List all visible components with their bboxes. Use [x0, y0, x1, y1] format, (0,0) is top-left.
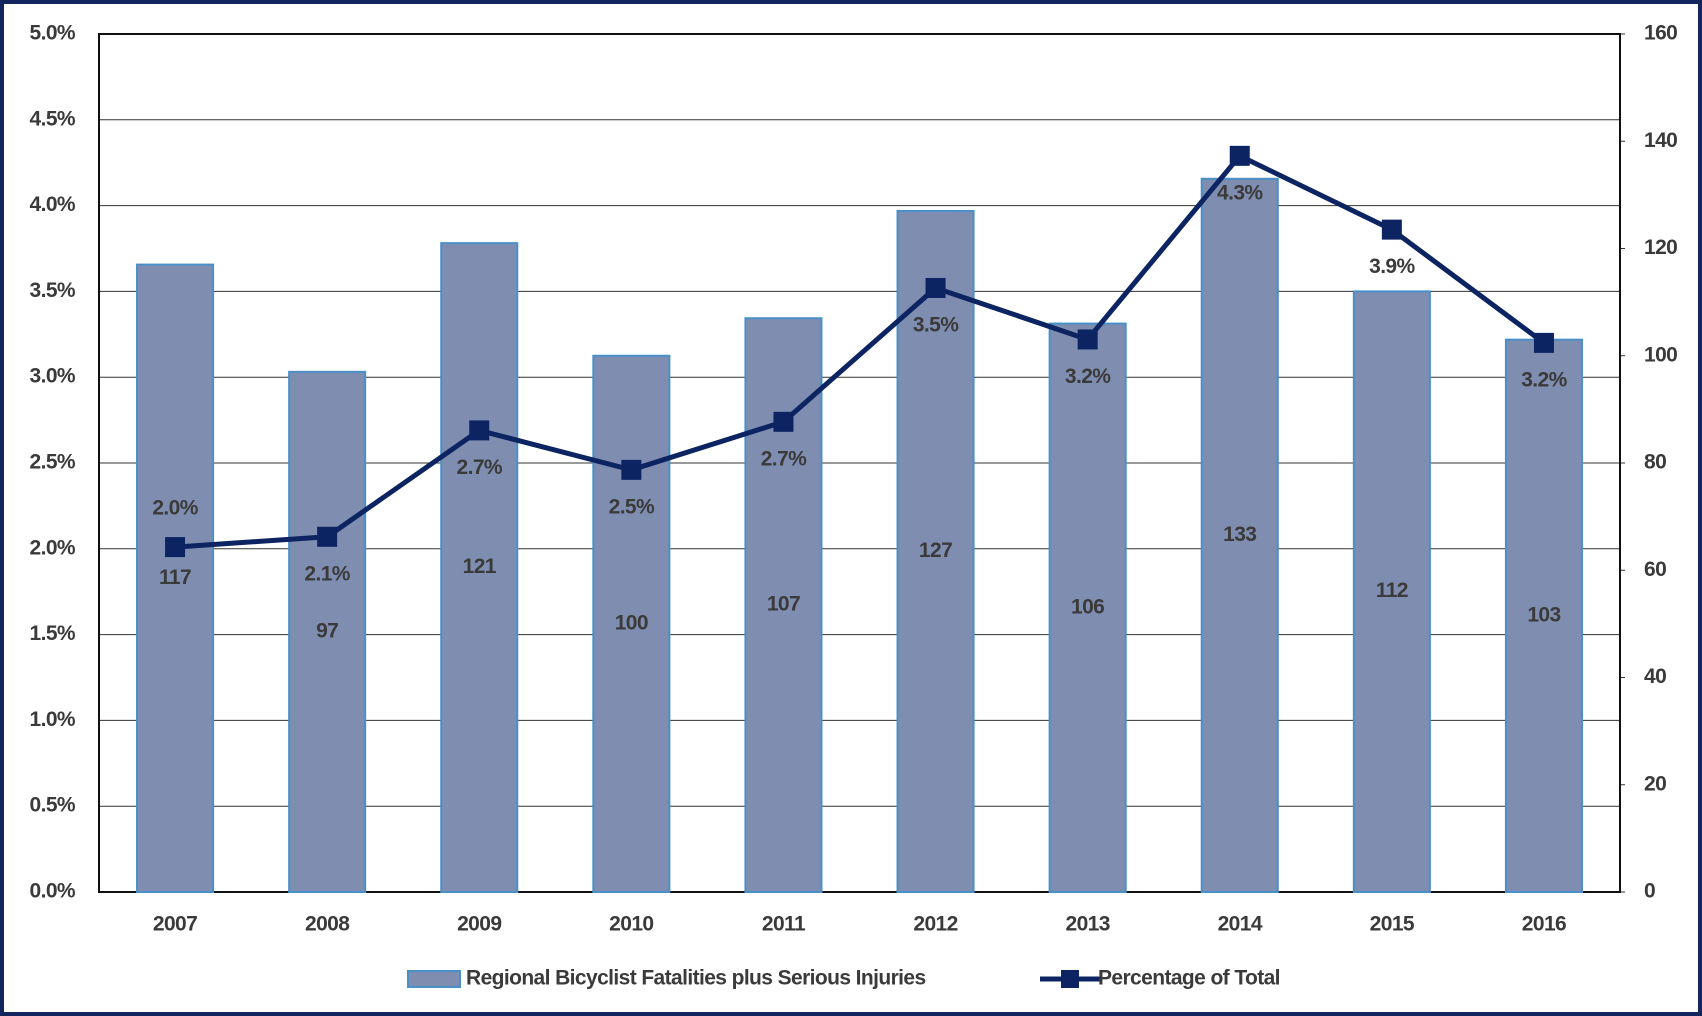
- y2-tick-label: 20: [1644, 772, 1666, 795]
- line-value-label: 3.9%: [1369, 255, 1415, 278]
- x-tick-label: 2011: [762, 913, 806, 936]
- legend-label: Percentage of Total: [1098, 967, 1280, 990]
- line-marker: [1077, 329, 1098, 350]
- y2-tick-label: 80: [1644, 451, 1666, 474]
- y2-tick-label: 160: [1644, 22, 1677, 45]
- bar-value-label: 107: [767, 593, 800, 616]
- y2-tick-label: 40: [1644, 665, 1666, 688]
- legend-marker: [1061, 970, 1079, 988]
- bar: [440, 242, 519, 893]
- bar: [896, 209, 975, 893]
- line-marker: [469, 420, 490, 441]
- bar-value-label: 112: [1376, 579, 1408, 602]
- line-marker: [773, 411, 794, 432]
- line-value-label: 3.5%: [913, 314, 959, 337]
- x-tick-label: 2007: [153, 913, 197, 936]
- y-tick-label: 2.5%: [30, 451, 76, 474]
- y2-tick-label: 120: [1644, 236, 1677, 259]
- bar: [136, 263, 215, 893]
- bar: [592, 354, 671, 893]
- line-value-label: 2.0%: [152, 497, 198, 520]
- y-tick-label: 5.0%: [30, 22, 76, 45]
- line-value-label: 2.1%: [304, 562, 350, 585]
- line-marker: [317, 526, 338, 547]
- line-marker: [165, 537, 186, 558]
- line: [174, 153, 1546, 550]
- y2-tick-label: 60: [1644, 558, 1666, 581]
- bar-value-label: 100: [615, 611, 648, 634]
- line-marker: [1533, 332, 1554, 353]
- bar: [1048, 322, 1127, 893]
- y2-tick-label: 100: [1644, 343, 1677, 366]
- y-tick-label: 3.0%: [30, 365, 76, 388]
- line-marker: [925, 277, 946, 298]
- line-value-label: 2.7%: [761, 447, 807, 470]
- line-marker: [621, 459, 642, 480]
- x-tick-label: 2009: [457, 913, 501, 936]
- y-tick-label: 1.0%: [30, 708, 76, 731]
- line-value-label: 4.3%: [1217, 181, 1263, 204]
- y2-tick-label: 140: [1644, 129, 1677, 152]
- y-tick-label: 0.5%: [30, 794, 76, 817]
- bar-value-label: 133: [1223, 523, 1256, 546]
- bar-value-label: 117: [159, 566, 191, 589]
- x-tick-label: 2008: [305, 913, 350, 936]
- bar-value-label: 106: [1071, 595, 1104, 618]
- y-tick-label: 4.0%: [30, 193, 76, 216]
- x-tick-label: 2010: [609, 913, 653, 936]
- x-tick-label: 2015: [1370, 913, 1415, 936]
- y-tick-label: 4.5%: [30, 107, 76, 130]
- line-value-label: 3.2%: [1521, 368, 1567, 391]
- bar: [1352, 290, 1431, 893]
- y-tick-label: 0.0%: [30, 880, 76, 903]
- bar-value-label: 103: [1527, 603, 1560, 626]
- y-tick-label: 3.5%: [30, 279, 76, 302]
- line-marker: [1229, 145, 1250, 166]
- line-value-label: 3.2%: [1065, 365, 1111, 388]
- legend-swatch: [407, 970, 461, 988]
- plot-area: [98, 33, 1621, 893]
- x-tick-label: 2014: [1218, 913, 1263, 936]
- bar-value-label: 97: [316, 619, 338, 642]
- x-tick-label: 2013: [1065, 913, 1109, 936]
- bar-value-label: 127: [919, 539, 952, 562]
- line-marker: [1381, 219, 1402, 240]
- line-value-label: 2.5%: [609, 495, 655, 518]
- y-tick-label: 2.0%: [30, 536, 76, 559]
- legend-label: Regional Bicyclist Fatalities plus Serio…: [466, 967, 926, 990]
- bar: [288, 370, 367, 893]
- line-value-label: 2.7%: [457, 456, 503, 479]
- x-tick-label: 2012: [913, 913, 957, 936]
- bar-value-label: 121: [463, 555, 497, 578]
- y-tick-label: 1.5%: [30, 622, 76, 645]
- y2-tick-label: 0: [1644, 880, 1655, 903]
- x-tick-label: 2016: [1522, 913, 1566, 936]
- bar: [1200, 177, 1279, 894]
